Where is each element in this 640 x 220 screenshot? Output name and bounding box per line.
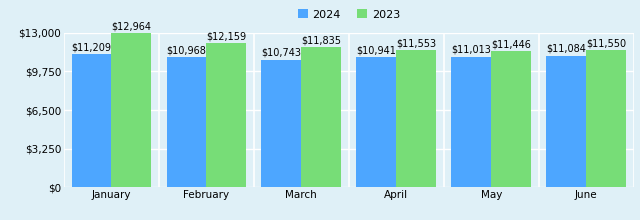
Text: $11,550: $11,550 xyxy=(586,38,626,48)
Text: $12,159: $12,159 xyxy=(206,31,246,41)
Bar xyxy=(301,47,341,187)
Text: $11,446: $11,446 xyxy=(491,40,531,50)
Bar xyxy=(72,54,111,187)
Bar xyxy=(206,43,246,187)
Text: $11,553: $11,553 xyxy=(396,38,436,48)
Bar xyxy=(451,57,492,187)
Bar xyxy=(262,60,301,187)
Legend: 2024, 2023: 2024, 2023 xyxy=(293,5,404,24)
Text: $11,013: $11,013 xyxy=(451,45,492,55)
Text: $10,941: $10,941 xyxy=(356,46,396,56)
Text: $11,835: $11,835 xyxy=(301,35,341,45)
Bar xyxy=(547,56,586,187)
Text: $10,968: $10,968 xyxy=(166,45,207,55)
Text: $10,743: $10,743 xyxy=(261,48,301,58)
Bar xyxy=(586,50,626,187)
Text: $12,964: $12,964 xyxy=(111,22,152,32)
Bar xyxy=(111,33,151,187)
Text: $11,209: $11,209 xyxy=(72,42,111,52)
Bar xyxy=(356,57,396,187)
Bar xyxy=(166,57,206,187)
Bar xyxy=(396,50,436,187)
Text: $11,084: $11,084 xyxy=(547,44,586,54)
Bar xyxy=(492,51,531,187)
